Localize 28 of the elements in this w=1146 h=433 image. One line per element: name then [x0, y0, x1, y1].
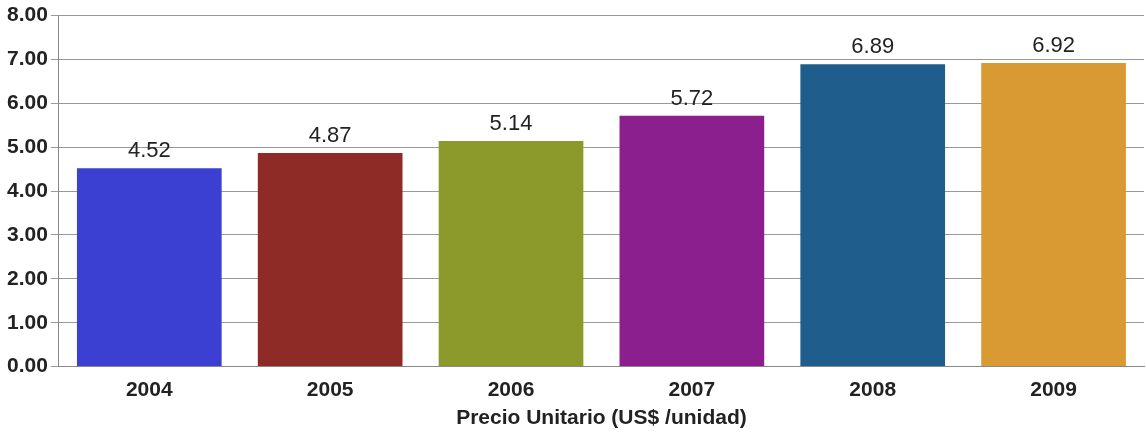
bar [800, 64, 946, 367]
data-label: 5.14 [489, 110, 533, 136]
bar [981, 62, 1126, 367]
x-tick-label: 2005 [306, 377, 354, 400]
y-tick-label: 3.00 [7, 221, 48, 245]
data-label: 4.87 [308, 121, 352, 147]
x-tick-label: 2004 [125, 377, 173, 400]
bar [76, 168, 222, 367]
x-axis-title: Precio Unitario (US$ /unidad) [456, 405, 747, 429]
x-tick-label: 2006 [487, 377, 535, 400]
y-tick-label: 2.00 [7, 265, 48, 289]
bar [438, 141, 584, 367]
x-tick-label: 2009 [1030, 377, 1077, 400]
y-tick-label: 8.00 [7, 2, 48, 26]
data-label: 5.72 [670, 84, 714, 110]
bar [619, 115, 765, 367]
y-tick-label: 0.00 [7, 353, 48, 377]
x-tick-label: 2008 [849, 377, 897, 400]
y-tick-label: 5.00 [7, 134, 48, 158]
data-label: 4.52 [127, 137, 171, 163]
data-label: 6.92 [1032, 32, 1075, 58]
y-tick-label: 6.00 [7, 90, 48, 114]
y-tick-label: 1.00 [7, 309, 48, 333]
y-tick-label: 4.00 [7, 177, 48, 201]
bar [257, 152, 403, 367]
data-label: 6.89 [851, 33, 895, 59]
x-tick-label: 2007 [668, 377, 716, 400]
y-tick-label: 7.00 [7, 46, 48, 70]
